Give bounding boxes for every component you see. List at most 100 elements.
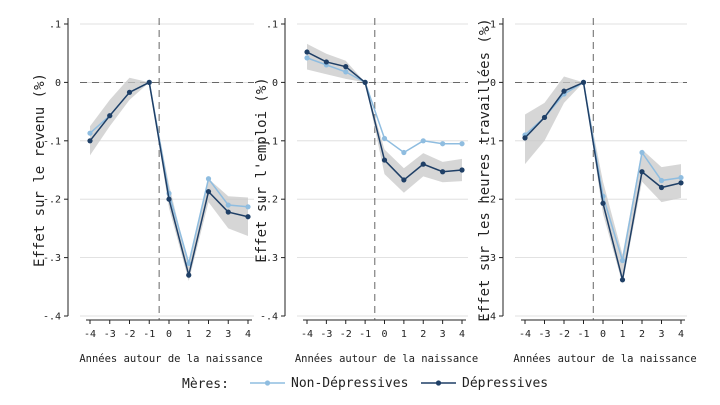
data-point-non-depressed (225, 202, 231, 208)
data-point-depressed (639, 169, 645, 175)
y-tick-label: 0 (490, 78, 496, 89)
x-tick-label: -4 (84, 329, 96, 340)
y-axis-title: Effet sur le revenu (%) (32, 73, 48, 267)
x-tick-label: -2 (123, 329, 135, 340)
x-tick-label: 0 (381, 329, 387, 340)
data-point-depressed (401, 177, 407, 183)
y-tick-label: -.3 (260, 253, 278, 264)
data-point-depressed (420, 161, 426, 167)
x-tick-label: 4 (678, 329, 684, 340)
x-tick-label: 3 (225, 329, 231, 340)
x-tick-label: 2 (205, 329, 211, 340)
y-tick-label: -.1 (43, 136, 61, 147)
data-point-depressed (245, 214, 251, 220)
y-tick-label: -.2 (260, 195, 278, 206)
y-tick-label: -.2 (478, 195, 496, 206)
y-tick-label: 0 (55, 78, 61, 89)
chart-panel-3: .1 0 -.1 -.2 -.3 -.4 -4 -3 -2 -1 0 1 2 3 4 Effet sur le… (477, 18, 697, 365)
data-point-depressed (561, 88, 567, 94)
x-tick-label: 0 (166, 329, 172, 340)
y-tick-label: -.4 (478, 312, 496, 323)
y-tick-label: -.1 (478, 136, 496, 147)
data-point-depressed (522, 135, 528, 141)
data-point-depressed (146, 79, 152, 85)
data-point-non-depressed (459, 141, 465, 147)
y-tick-label: .1 (484, 20, 496, 31)
x-tick-label: 3 (658, 329, 664, 340)
x-tick-label: 2 (420, 329, 426, 340)
data-point-non-depressed (639, 149, 645, 156)
legend-item-non-depressed: Non-Dépressives (250, 376, 408, 391)
data-point-depressed (619, 277, 626, 283)
confidence-band (525, 76, 681, 284)
data-point-depressed (87, 138, 93, 144)
x-tick-label: -1 (577, 329, 589, 340)
data-point-non-depressed (678, 174, 684, 181)
data-point-depressed (225, 209, 231, 215)
legend-label-non-depressed: Non-Dépressives (291, 376, 408, 391)
x-tick-label: -2 (340, 329, 352, 340)
data-point-depressed (166, 196, 172, 202)
y-tick-label: -.3 (43, 253, 61, 264)
x-axis-title: Années autour de la naissance (79, 353, 262, 365)
legend-marker-depressed (435, 380, 442, 386)
x-tick-label: -2 (558, 329, 570, 340)
x-tick-label: 1 (186, 329, 192, 340)
x-tick-label: 4 (245, 329, 251, 340)
data-point-depressed (580, 79, 587, 85)
data-point-non-depressed (401, 149, 407, 156)
x-tick-label: -3 (538, 329, 550, 340)
y-tick-label: 0 (272, 78, 278, 89)
x-tick-label: -4 (301, 329, 313, 340)
y-tick-label: -.1 (260, 136, 278, 147)
x-axis-title: Années autour de la naissance (513, 353, 696, 365)
data-point-depressed (107, 113, 113, 119)
x-tick-label: -3 (320, 329, 332, 340)
x-tick-label: 1 (401, 329, 407, 340)
data-point-depressed (186, 272, 192, 278)
legend-item-depressed: Dépressives (421, 376, 548, 391)
data-point-depressed (381, 157, 388, 163)
data-point-depressed (323, 59, 329, 65)
x-axis-title: Années autour de la naissance (295, 353, 478, 365)
data-point-depressed (126, 89, 133, 95)
x-tick-label: 3 (440, 329, 446, 340)
data-point-depressed (440, 169, 446, 175)
x-tick-label: -1 (143, 329, 155, 340)
legend-marker-non-depressed (264, 380, 271, 386)
y-axis-title: Effet sur les heures travaillées (%) (477, 18, 493, 321)
y-tick-label: -.3 (478, 253, 496, 264)
y-tick-label: -.2 (43, 195, 61, 206)
x-tick-label: 1 (619, 329, 625, 340)
y-tick-label: .1 (266, 20, 278, 31)
data-point-non-depressed (186, 260, 192, 267)
confidence-band (307, 43, 462, 193)
data-point-non-depressed (420, 138, 426, 144)
data-point-depressed (678, 180, 684, 186)
y-axis-title: Effet sur l'emploi (%) (254, 77, 270, 262)
x-tick-label: 0 (600, 329, 606, 340)
data-point-non-depressed (245, 204, 251, 210)
data-point-depressed (459, 167, 465, 173)
chart-panels: .1 0 -.1 -.2 -.3 -.4 -4 -3 -2 -1 0 1 2 3 4 Effet sur le… (32, 18, 697, 365)
x-tick-label: 2 (639, 329, 645, 340)
y-tick-label: .1 (49, 20, 61, 31)
chart-panel-2: .1 0 -.1 -.2 -.3 -.4 -4 -3 -2 -1 0 1 2 3 4 Effet sur l'… (254, 18, 478, 365)
chart-panel-1: .1 0 -.1 -.2 -.3 -.4 -4 -3 -2 -1 0 1 2 3 4 Effet sur le… (32, 18, 263, 365)
data-point-depressed (343, 64, 349, 70)
data-point-depressed (658, 184, 665, 191)
data-point-depressed (362, 79, 368, 85)
data-point-depressed (541, 114, 548, 121)
data-point-depressed (304, 49, 310, 55)
x-tick-label: -1 (359, 329, 371, 340)
y-tick-label: -.4 (43, 312, 61, 323)
data-point-non-depressed (205, 176, 212, 182)
legend: Mères: Non-Dépressives Dépressives (182, 376, 548, 392)
data-point-non-depressed (440, 141, 446, 147)
y-tick-label: -.4 (260, 312, 278, 323)
x-tick-label: -3 (104, 329, 116, 340)
legend-label-depressed: Dépressives (462, 376, 548, 391)
data-point-non-depressed (658, 177, 665, 184)
data-point-non-depressed (381, 135, 388, 142)
